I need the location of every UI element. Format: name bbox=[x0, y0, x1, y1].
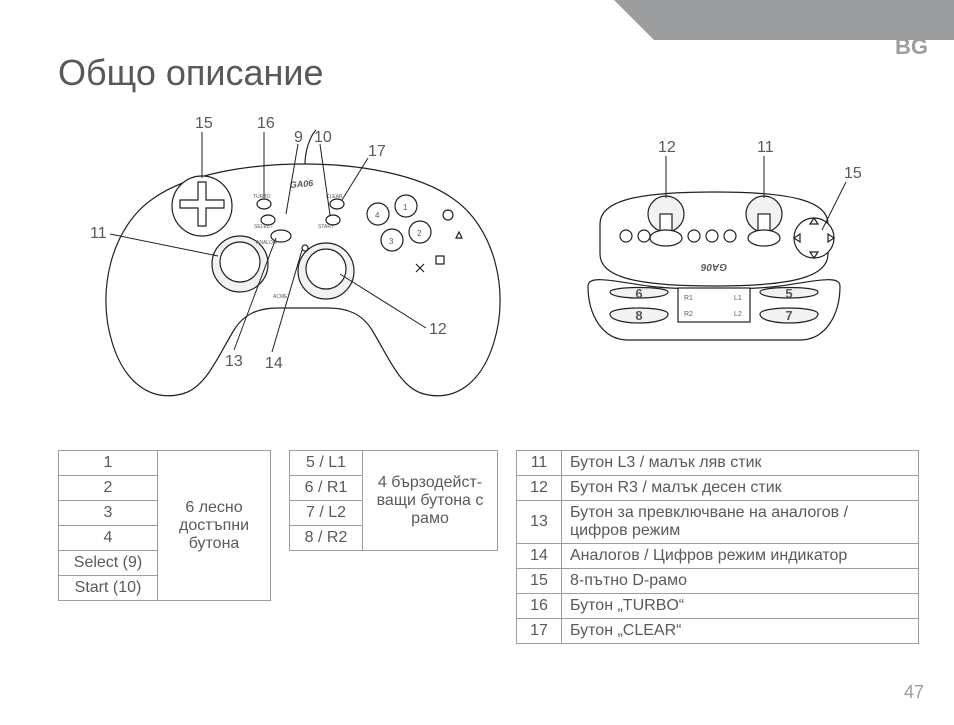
table-descriptions: 11Бутон L3 / малък ляв стик 12Бутон R3 /… bbox=[516, 450, 919, 644]
callout-17: 17 bbox=[368, 143, 386, 160]
face-btn-4: 4 bbox=[375, 211, 380, 220]
t3-n0: 11 bbox=[517, 451, 562, 476]
callout-14: 14 bbox=[265, 355, 283, 372]
page-number: 47 bbox=[904, 682, 924, 703]
label-select: SELECT bbox=[254, 224, 273, 230]
callout-9: 9 bbox=[294, 129, 303, 146]
t3-n4: 15 bbox=[517, 569, 562, 594]
t3-d5: Бутон „TURBO“ bbox=[562, 594, 919, 619]
trigger-7: 7 bbox=[785, 308, 792, 323]
t1-r2: 2 bbox=[59, 476, 158, 501]
callout-16: 16 bbox=[257, 115, 275, 132]
t1-r6: Start (10) bbox=[59, 576, 158, 601]
t2-desc: 4 бързодейст­ващи бутона с рамо bbox=[363, 451, 498, 551]
t3-n1: 12 bbox=[517, 476, 562, 501]
face-btn-2: 2 bbox=[417, 229, 422, 238]
trigger-8: 8 bbox=[635, 308, 642, 323]
t3-n2: 13 bbox=[517, 501, 562, 544]
callout-12: 12 bbox=[429, 321, 447, 338]
face-btn-3: 3 bbox=[389, 237, 394, 246]
label-start: START bbox=[318, 224, 334, 230]
t3-d0: Бутон L3 / малък ляв стик bbox=[562, 451, 919, 476]
table-easy-buttons: 16 лесно достъпни бутона 2 3 4 Select (9… bbox=[58, 450, 271, 601]
label-model-front: GA06 bbox=[289, 178, 314, 190]
tables-area: 16 лесно достъпни бутона 2 3 4 Select (9… bbox=[58, 450, 919, 644]
t2-r2: 6 / R1 bbox=[290, 476, 363, 501]
label-turbo: TURBO bbox=[253, 194, 271, 200]
t1-r5: Select (9) bbox=[59, 551, 158, 576]
label-r1: R1 bbox=[684, 295, 693, 302]
t1-r1: 1 bbox=[59, 451, 158, 476]
trigger-6: 6 bbox=[635, 286, 642, 301]
t3-n3: 14 bbox=[517, 544, 562, 569]
t3-d1: Бутон R3 / малък десен стик bbox=[562, 476, 919, 501]
controller-diagrams: TURBO SELECT ANALOG CLEAR START GA06 ACM… bbox=[58, 106, 898, 416]
callout-back-12: 12 bbox=[658, 139, 676, 156]
t1-r4: 4 bbox=[59, 526, 158, 551]
t1-r3: 3 bbox=[59, 501, 158, 526]
controller-front: TURBO SELECT ANALOG CLEAR START GA06 ACM… bbox=[106, 130, 500, 396]
label-brand: ACME bbox=[273, 294, 288, 300]
callout-back-11: 11 bbox=[757, 139, 774, 156]
label-model-back: GA06 bbox=[701, 261, 728, 272]
t2-r3: 7 / L2 bbox=[290, 501, 363, 526]
t3-n6: 17 bbox=[517, 619, 562, 644]
t3-d4: 8-пътно D-рамо bbox=[562, 569, 919, 594]
callout-10: 10 bbox=[314, 129, 332, 146]
page-title: Общо описание bbox=[58, 52, 324, 94]
t3-d3: Аналогов / Цифров режим индикатор bbox=[562, 544, 919, 569]
diagram-area: TURBO SELECT ANALOG CLEAR START GA06 ACM… bbox=[58, 106, 898, 416]
label-l2: L2 bbox=[734, 311, 742, 318]
back-callout-numbers: 12 11 15 bbox=[658, 139, 862, 182]
t3-n5: 16 bbox=[517, 594, 562, 619]
callout-back-15: 15 bbox=[844, 165, 862, 182]
t3-d2: Бутон за превключване на аналогов / цифр… bbox=[562, 501, 919, 544]
controller-back: GA06 R1 R2 L1 L2 6 8 5 7 bbox=[588, 192, 840, 340]
language-code: BG bbox=[895, 34, 928, 60]
label-l1: L1 bbox=[734, 295, 742, 302]
label-clear: CLEAR bbox=[326, 194, 343, 200]
callout-11: 11 bbox=[90, 225, 107, 242]
t2-r4: 8 / R2 bbox=[290, 526, 363, 551]
t1-desc: 6 лесно достъпни бутона bbox=[158, 451, 271, 601]
callout-13: 13 bbox=[225, 353, 243, 370]
label-r2: R2 bbox=[684, 311, 693, 318]
table-shoulder-buttons: 5 / L14 бързодейст­ващи бутона с рамо 6 … bbox=[289, 450, 498, 551]
callout-15: 15 bbox=[195, 115, 213, 132]
face-btn-1: 1 bbox=[403, 203, 408, 212]
trigger-5: 5 bbox=[785, 286, 792, 301]
t3-d6: Бутон „CLEAR“ bbox=[562, 619, 919, 644]
t2-r1: 5 / L1 bbox=[290, 451, 363, 476]
